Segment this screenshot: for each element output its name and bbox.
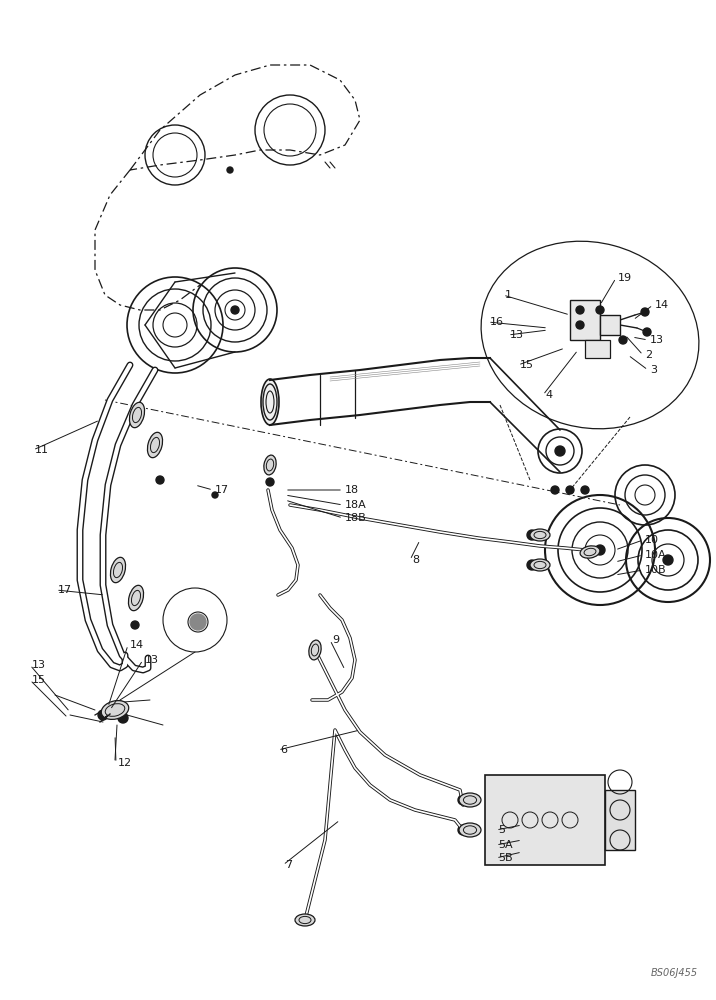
Ellipse shape — [130, 402, 145, 428]
Circle shape — [641, 308, 649, 316]
Circle shape — [643, 328, 651, 336]
Circle shape — [156, 476, 164, 484]
Text: 5A: 5A — [498, 840, 513, 850]
Text: 10: 10 — [645, 535, 659, 545]
Text: 9: 9 — [332, 635, 339, 645]
Text: 17: 17 — [215, 485, 229, 495]
Ellipse shape — [147, 432, 163, 458]
Text: 18: 18 — [345, 485, 359, 495]
Text: 12: 12 — [118, 758, 132, 768]
Text: 10A: 10A — [645, 550, 667, 560]
Circle shape — [619, 336, 627, 344]
Text: 5B: 5B — [498, 853, 513, 863]
Circle shape — [266, 478, 274, 486]
Circle shape — [566, 486, 574, 494]
Circle shape — [227, 167, 233, 173]
Circle shape — [576, 321, 584, 329]
Bar — [570, 300, 600, 340]
Circle shape — [131, 621, 139, 629]
Text: 15: 15 — [520, 360, 534, 370]
Ellipse shape — [128, 585, 143, 611]
Circle shape — [98, 710, 108, 720]
Text: 4: 4 — [545, 390, 552, 400]
Text: 6: 6 — [280, 745, 287, 755]
Text: 19: 19 — [618, 273, 632, 283]
Text: 14: 14 — [130, 640, 144, 650]
Circle shape — [581, 486, 589, 494]
Text: 7: 7 — [285, 860, 292, 870]
Bar — [605, 790, 635, 850]
Circle shape — [551, 486, 559, 494]
Text: 5: 5 — [498, 825, 505, 835]
Text: 1: 1 — [505, 290, 512, 300]
Bar — [600, 315, 620, 335]
Text: 8: 8 — [412, 555, 419, 565]
Circle shape — [576, 306, 584, 314]
Circle shape — [458, 825, 468, 835]
Text: 10B: 10B — [645, 565, 667, 575]
Bar — [485, 775, 605, 865]
Bar — [585, 340, 610, 358]
Text: 13: 13 — [510, 330, 524, 340]
Text: 16: 16 — [490, 317, 504, 327]
Text: 18A: 18A — [345, 500, 367, 510]
Text: 11: 11 — [35, 445, 49, 455]
Circle shape — [555, 446, 565, 456]
Ellipse shape — [309, 640, 321, 660]
Ellipse shape — [101, 701, 129, 719]
Ellipse shape — [261, 379, 279, 425]
Text: 14: 14 — [655, 300, 669, 310]
Ellipse shape — [263, 455, 276, 475]
Ellipse shape — [459, 823, 481, 837]
Text: 13: 13 — [32, 660, 46, 670]
Circle shape — [110, 705, 120, 715]
Ellipse shape — [459, 793, 481, 807]
Ellipse shape — [295, 914, 315, 926]
Circle shape — [595, 545, 605, 555]
Text: 17: 17 — [58, 585, 72, 595]
Circle shape — [231, 306, 239, 314]
Text: 15: 15 — [32, 675, 46, 685]
Ellipse shape — [530, 529, 550, 541]
Circle shape — [116, 701, 124, 709]
Circle shape — [212, 492, 218, 498]
Ellipse shape — [530, 559, 550, 571]
Text: 3: 3 — [650, 365, 657, 375]
Text: 13: 13 — [145, 655, 159, 665]
Circle shape — [458, 795, 468, 805]
Text: 2: 2 — [645, 350, 652, 360]
Circle shape — [527, 560, 537, 570]
Text: 13: 13 — [650, 335, 664, 345]
Text: 18B: 18B — [345, 513, 367, 523]
Ellipse shape — [110, 557, 125, 583]
Circle shape — [190, 614, 206, 630]
Circle shape — [663, 555, 673, 565]
Circle shape — [527, 530, 537, 540]
Circle shape — [118, 713, 128, 723]
Circle shape — [596, 306, 604, 314]
Ellipse shape — [580, 546, 600, 558]
Text: BS06J455: BS06J455 — [651, 968, 698, 978]
